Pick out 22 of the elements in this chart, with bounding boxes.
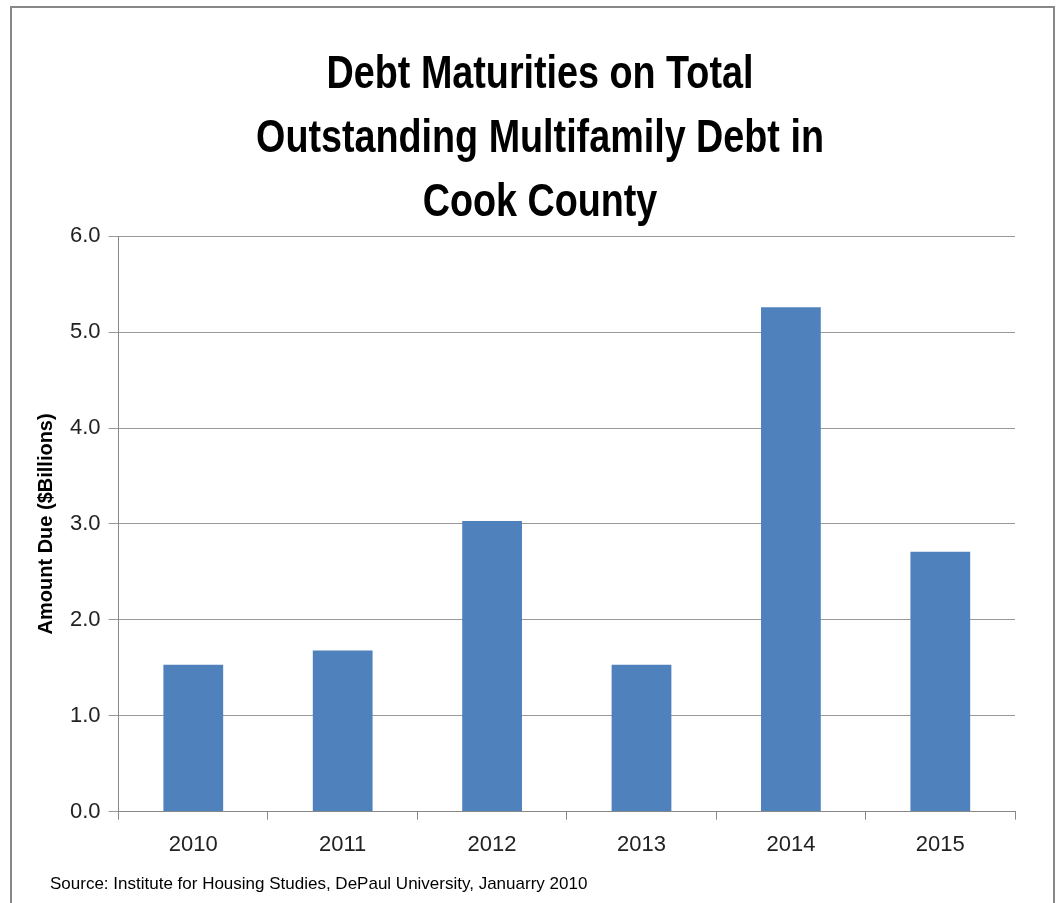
y-tick-label: 6.0 xyxy=(69,222,101,248)
chart-title: Debt Maturities on Total Outstanding Multifamily Debt in Cook County xyxy=(255,45,825,228)
y-tick-label: 3.0 xyxy=(69,509,101,535)
x-tick-label: 2013 xyxy=(617,830,666,856)
bar xyxy=(910,551,971,812)
source-note: Source: Institute for Housing Studies, DePaul University, Januarry 2010 xyxy=(50,874,588,894)
x-tick-label: 2012 xyxy=(467,830,517,856)
x-tick-label: 2010 xyxy=(168,830,218,856)
bar xyxy=(163,664,224,812)
bar xyxy=(462,521,522,812)
y-tick-label: 4.0 xyxy=(69,414,101,440)
y-axis-title: Amount Due ($Billions) xyxy=(33,413,56,635)
y-tick-label: 0.0 xyxy=(69,797,101,823)
bar xyxy=(312,650,373,812)
x-tick-label: 2015 xyxy=(915,830,965,856)
y-tick-label: 2.0 xyxy=(69,605,101,631)
y-tick-label: 1.0 xyxy=(69,701,101,727)
x-tick-label: 2014 xyxy=(766,830,816,856)
y-tick-label: 5.0 xyxy=(69,318,101,344)
x-tick-label: 2011 xyxy=(319,830,367,856)
bar xyxy=(611,664,672,812)
bar xyxy=(761,307,821,812)
